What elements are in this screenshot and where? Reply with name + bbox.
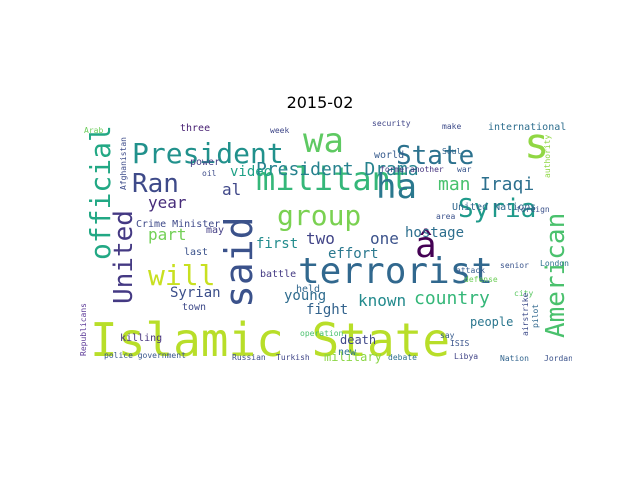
cloud-word: President Drama (256, 159, 419, 180)
cloud-word: young (284, 288, 326, 304)
cloud-word: State (396, 141, 474, 171)
cloud-word: make (442, 122, 461, 131)
cloud-word: will (148, 259, 215, 292)
cloud-word: area (436, 212, 455, 221)
cloud-word: s (524, 119, 549, 168)
cloud-word: official (84, 125, 117, 260)
cloud-word: American (541, 213, 571, 338)
cloud-word: wa (303, 121, 344, 161)
cloud-word: week (270, 126, 289, 135)
cloud-word: last (184, 247, 208, 258)
cloud-word: military (324, 350, 382, 364)
cloud-word: another (410, 165, 444, 174)
cloud-word: Turkish (276, 353, 310, 362)
cloud-word: battle (260, 269, 296, 280)
cloud-word: Iraqi (480, 174, 534, 195)
cloud-word: one (370, 229, 399, 248)
cloud-word: ha (376, 167, 417, 207)
cloud-word: Syrian (170, 285, 221, 301)
cloud-word: security (372, 119, 411, 128)
cloud-word: foreign (516, 205, 550, 214)
cloud-word: Republicans (80, 303, 88, 356)
cloud-word: death (340, 333, 376, 347)
cloud-word: hostage (405, 225, 464, 241)
cloud-word: Libya (454, 352, 478, 361)
cloud-word: Nation (500, 354, 529, 363)
cloud-word: airstrike (521, 292, 530, 336)
cloud-word: Crime Minister (136, 219, 220, 230)
cloud-word: Arab (84, 126, 103, 135)
cloud-word: London (540, 259, 569, 268)
cloud-word: Soul (442, 147, 461, 156)
cloud-word: power (190, 157, 220, 168)
cloud-word: man (438, 174, 471, 195)
cloud-word: Ran (132, 169, 179, 199)
cloud-word: operation (300, 329, 344, 338)
cloud-word: say (440, 331, 455, 340)
cloud-word: year (148, 193, 187, 212)
cloud-word: new (338, 347, 357, 358)
cloud-word: defense (464, 275, 498, 284)
cloud-word: killing (120, 333, 162, 344)
cloud-word: Islamic State (90, 313, 450, 366)
cloud-word: authority (543, 134, 552, 178)
cloud-word: oil (202, 169, 217, 178)
cloud-word: Syria (458, 194, 536, 224)
cloud-word: international (488, 122, 566, 133)
cloud-word: may (206, 225, 224, 236)
cloud-word: al (222, 180, 241, 199)
cloud-word: senior (500, 261, 529, 270)
cloud-word: pilot (531, 304, 540, 328)
cloud-word: militant (256, 160, 410, 198)
cloud-word: group (277, 199, 361, 232)
cloud-word: three (180, 123, 210, 134)
cloud-word: terrorist (298, 251, 493, 292)
cloud-word: ISIS (450, 339, 469, 348)
cloud-word: â (415, 225, 437, 266)
cloud-word: held (296, 284, 320, 295)
cloud-word: town (182, 302, 206, 313)
cloud-word: war (457, 165, 472, 174)
cloud-word: part (148, 225, 187, 244)
cloud-word: debate (388, 353, 417, 362)
cloud-word: police government (104, 351, 186, 360)
cloud-word: Russian (232, 353, 266, 362)
cloud-word: country (414, 288, 490, 309)
cloud-word: effort (328, 246, 379, 262)
cloud-word: said (217, 216, 261, 308)
cloud-word: world (374, 150, 404, 161)
cloud-word: people (470, 315, 513, 329)
cloud-word: United (109, 210, 139, 304)
cloud-word: Afghanistan (119, 137, 128, 190)
cloud-word: fight (306, 302, 348, 318)
cloud-word: first (256, 236, 298, 252)
cloud-word: two (306, 229, 335, 248)
cloud-word: known (358, 291, 406, 310)
cloud-word: attack (456, 266, 485, 275)
cloud-word: city (514, 289, 533, 298)
cloud-word: United Nations (452, 202, 536, 213)
cloud-word: former (380, 165, 409, 174)
cloud-word: Jordan (544, 354, 572, 363)
figure-title: 2015-02 (286, 93, 354, 112)
cloud-word: President (132, 137, 284, 170)
cloud-word: video (230, 164, 272, 180)
